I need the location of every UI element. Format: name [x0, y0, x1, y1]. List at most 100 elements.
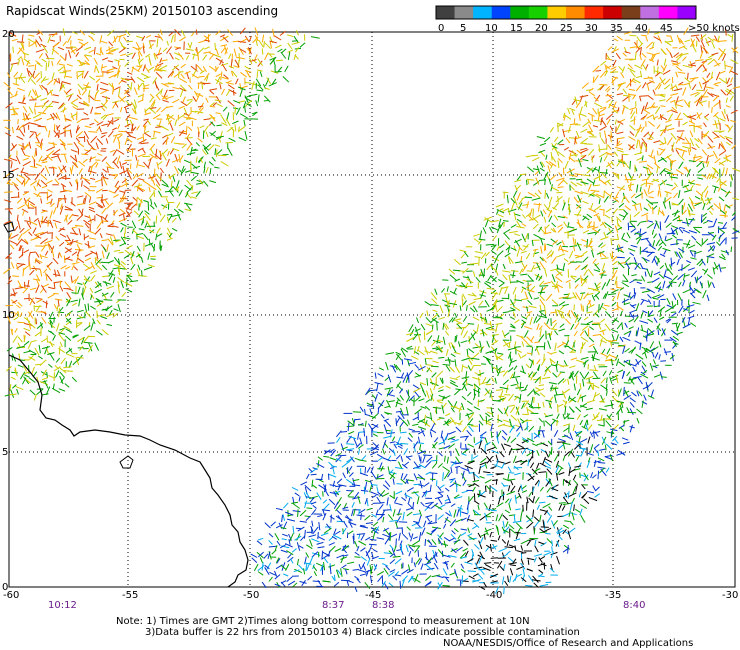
wind-barb	[430, 394, 435, 402]
wind-barb	[161, 95, 168, 100]
wind-barb	[480, 268, 485, 278]
wind-barb	[659, 371, 663, 380]
wind-barb	[679, 226, 686, 230]
wind-barb	[573, 246, 576, 252]
wind-barb	[304, 484, 312, 492]
wind-barb	[148, 192, 155, 199]
wind-barb	[395, 381, 402, 389]
wind-barb	[579, 402, 588, 408]
wind-barb	[120, 53, 127, 57]
wind-barb	[649, 46, 655, 50]
wind-barb	[672, 293, 677, 301]
wind-barb	[34, 172, 41, 181]
wind-barb	[658, 286, 662, 292]
wind-barb	[671, 106, 678, 112]
wind-barb	[64, 154, 68, 164]
wind-barb	[483, 268, 485, 276]
wind-barb	[403, 448, 409, 456]
wind-barb	[170, 180, 173, 188]
wind-barb	[581, 494, 586, 499]
wind-barb	[335, 485, 342, 488]
wind-barb	[95, 188, 103, 194]
wind-barb	[701, 60, 708, 63]
wind-barb	[95, 78, 101, 83]
wind-barb	[28, 356, 36, 361]
wind-barb	[118, 78, 125, 85]
wind-barb	[539, 311, 547, 318]
wind-barb	[357, 495, 361, 504]
wind-barb	[40, 76, 47, 84]
wind-barb	[572, 237, 575, 246]
wind-barb	[14, 367, 17, 373]
wind-barb	[426, 377, 429, 386]
wind-barb	[131, 52, 136, 59]
wind-barb	[650, 270, 653, 278]
wind-barb	[624, 389, 629, 398]
wind-barb	[392, 478, 395, 485]
wind-barb	[665, 119, 672, 123]
wind-barb	[648, 244, 656, 250]
wind-barb	[238, 137, 247, 142]
wind-barb	[138, 178, 145, 181]
wind-barb	[112, 277, 116, 284]
wind-barb	[610, 288, 616, 291]
wind-barb	[228, 65, 235, 69]
wind-barb	[683, 100, 690, 107]
wind-barb	[583, 414, 589, 418]
wind-barb	[642, 310, 648, 314]
wind-barb	[605, 85, 611, 92]
wind-barb	[123, 214, 125, 221]
wind-barb	[497, 397, 505, 402]
wind-barb	[359, 437, 363, 445]
wind-barb	[669, 264, 673, 270]
wind-barb	[634, 262, 640, 270]
wind-barb	[53, 78, 59, 84]
wind-barb	[208, 65, 217, 72]
wind-barb	[588, 300, 592, 307]
wind-barb	[105, 113, 114, 117]
wind-barb	[554, 276, 563, 283]
wind-barb	[397, 461, 403, 469]
wind-barb	[700, 216, 707, 223]
wind-barb	[381, 492, 390, 498]
wind-barb	[119, 95, 127, 102]
wind-barb	[694, 59, 704, 62]
wind-barb	[431, 419, 437, 426]
wind-barb	[221, 88, 225, 96]
wind-barb	[431, 340, 437, 347]
wind-barb	[539, 486, 544, 492]
wind-barb	[140, 73, 149, 78]
wind-barb	[586, 311, 593, 314]
wind-barb	[52, 383, 55, 390]
wind-barb	[195, 29, 198, 35]
wind-barb	[458, 420, 463, 426]
wind-barb	[123, 233, 126, 240]
wind-barb	[550, 328, 558, 331]
wind-barb	[688, 309, 695, 314]
wind-barb	[602, 293, 607, 300]
wind-barb	[198, 40, 206, 44]
wind-barb	[508, 342, 511, 348]
wind-barb	[411, 491, 419, 494]
wind-barb	[724, 210, 728, 217]
wind-barb	[504, 332, 510, 337]
wind-barb	[708, 226, 714, 228]
wind-barb	[635, 235, 642, 240]
wind-barb	[90, 321, 94, 331]
wind-barb	[689, 130, 694, 138]
wind-barb	[53, 42, 60, 48]
wind-barb	[486, 357, 492, 365]
wind-barb	[121, 178, 128, 184]
wind-barb	[472, 316, 480, 321]
wind-barb	[677, 273, 684, 281]
wind-barb	[234, 124, 237, 132]
wind-barb	[255, 39, 258, 47]
wind-barb	[653, 32, 661, 35]
wind-barb	[628, 144, 635, 151]
wind-barb	[671, 60, 679, 63]
wind-barb	[368, 389, 377, 392]
wind-barb	[589, 444, 594, 453]
wind-barb	[598, 166, 601, 173]
wind-barb	[163, 89, 168, 98]
wind-barb	[490, 265, 497, 272]
